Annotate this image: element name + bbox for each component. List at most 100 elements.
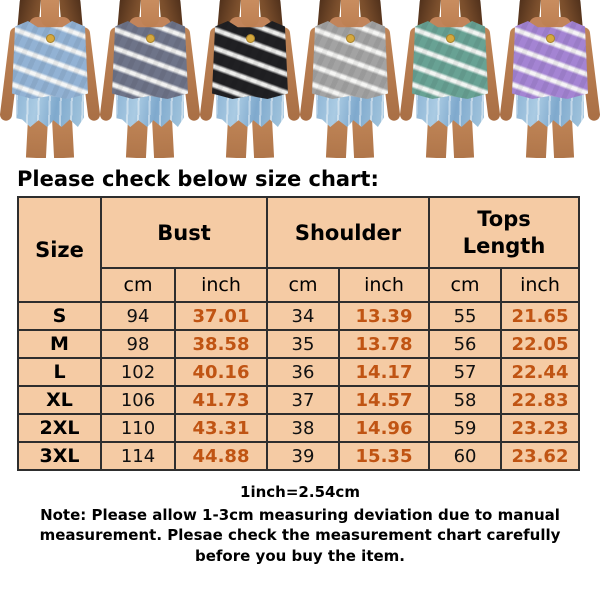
cm-value: 56 (428, 329, 503, 359)
tie-dye-tank-top (512, 21, 588, 99)
bust-label: Bust (157, 220, 211, 245)
inch-value: 22.05 (500, 329, 581, 359)
model-neck (541, 0, 559, 27)
tie-dye-tank-top (112, 21, 188, 99)
product-photo-green (400, 0, 500, 158)
size-row-2XL: 2XL 110 43.31 38 14.96 59 23.23 (17, 413, 581, 443)
size-label: L (17, 357, 102, 387)
model-neck (141, 0, 159, 27)
model-neck (341, 0, 359, 27)
tie-dye-tank-top (312, 21, 388, 99)
inch-value: 22.44 (500, 357, 581, 387)
tie-dye-tank-top (12, 21, 88, 99)
cm-value: 55 (428, 301, 503, 331)
inch-value: 21.65 (500, 301, 581, 331)
inch-value: 14.17 (337, 357, 431, 387)
cm-value: 94 (100, 301, 176, 331)
cm-value: 35 (266, 329, 340, 359)
inch-value: 37.01 (174, 301, 268, 331)
inch-value: 22.83 (500, 385, 581, 415)
unit-bust-cm: cm (100, 267, 176, 303)
inch-value: 13.78 (337, 329, 431, 359)
size-row-S: S 94 37.01 34 13.39 55 21.65 (17, 301, 581, 331)
model-neck (241, 0, 259, 27)
unit-length-inch: inch (500, 267, 581, 303)
model-neck (41, 0, 59, 27)
inch-value: 23.62 (500, 441, 581, 471)
tie-dye-tank-top (212, 21, 288, 99)
product-photo-slate-blue (100, 0, 200, 158)
cm-value: 106 (100, 385, 176, 415)
inch-value: 23.23 (500, 413, 581, 443)
units-header-row: cm inch cm inch cm inch (18, 267, 581, 303)
cm-value: 59 (428, 413, 503, 443)
size-label: 3XL (17, 441, 102, 471)
col-header-shoulder: Shoulder (265, 196, 431, 269)
page-title: Please check below size chart: (17, 167, 379, 191)
product-photo-gray (300, 0, 400, 158)
denim-shorts (316, 93, 384, 127)
necklace-pendant (346, 34, 355, 43)
size-chart-table: Size Bust Shoulder Tops Length cm inch c… (17, 196, 581, 471)
inch-value: 44.88 (174, 441, 268, 471)
unit-shoulder-inch: inch (337, 267, 431, 303)
col-header-tops-length: Tops Length (428, 196, 581, 269)
product-photo-light-blue (0, 0, 100, 158)
size-row-3XL: 3XL 114 44.88 39 15.35 60 23.62 (17, 441, 581, 471)
product-photo-strip (0, 0, 600, 158)
size-label: XL (17, 385, 102, 415)
necklace-pendant (146, 34, 155, 43)
cm-value: 60 (428, 441, 503, 471)
cm-value: 34 (266, 301, 340, 331)
size-label: S (17, 301, 102, 331)
denim-shorts (416, 93, 484, 127)
product-photo-black (200, 0, 300, 158)
footnotes: 1inch=2.54cm Note: Please allow 1-3cm me… (0, 483, 600, 566)
tie-dye-tank-top (412, 21, 488, 99)
cm-value: 98 (100, 329, 176, 359)
size-row-L: L 102 40.16 36 14.17 57 22.44 (17, 357, 581, 387)
size-chart-body: S 94 37.01 34 13.39 55 21.65 M 98 38.58 35 13.78 56 2… (17, 301, 581, 471)
denim-shorts (516, 93, 584, 127)
size-label: 2XL (17, 413, 102, 443)
inch-value: 14.96 (337, 413, 431, 443)
cm-value: 57 (428, 357, 503, 387)
inch-value: 14.57 (337, 385, 431, 415)
unit-bust-inch: inch (174, 267, 268, 303)
inch-value: 13.39 (337, 301, 431, 331)
cm-value: 58 (428, 385, 503, 415)
inch-value: 40.16 (174, 357, 268, 387)
inch-value: 41.73 (174, 385, 268, 415)
inch-value: 15.35 (337, 441, 431, 471)
inch-value: 38.58 (174, 329, 268, 359)
necklace-pendant (546, 34, 555, 43)
model-neck (441, 0, 459, 27)
col-header-bust: Bust (100, 196, 268, 269)
cm-value: 114 (100, 441, 176, 471)
conversion-note: 1inch=2.54cm (240, 483, 360, 501)
cm-value: 38 (266, 413, 340, 443)
necklace-pendant (246, 34, 255, 43)
denim-shorts (116, 93, 184, 127)
tops-length-label: Tops Length (462, 207, 546, 258)
product-photo-purple (500, 0, 600, 158)
cm-value: 36 (266, 357, 340, 387)
inch-value: 43.31 (174, 413, 268, 443)
measurement-note: Note: Please allow 1-3cm measuring devia… (39, 506, 561, 565)
size-label: M (17, 329, 102, 359)
cm-value: 110 (100, 413, 176, 443)
col-header-size: Size (17, 196, 102, 303)
shoulder-label: Shoulder (294, 220, 402, 245)
cm-value: 102 (100, 357, 176, 387)
unit-shoulder-cm: cm (266, 267, 340, 303)
unit-length-cm: cm (428, 267, 503, 303)
cm-value: 37 (266, 385, 340, 415)
cm-value: 39 (266, 441, 340, 471)
denim-shorts (16, 93, 84, 127)
necklace-pendant (46, 34, 55, 43)
group-header-row: Size Bust Shoulder Tops Length (17, 196, 581, 303)
size-row-M: M 98 38.58 35 13.78 56 22.05 (17, 329, 581, 359)
size-row-XL: XL 106 41.73 37 14.57 58 22.83 (17, 385, 581, 415)
denim-shorts (216, 93, 284, 127)
